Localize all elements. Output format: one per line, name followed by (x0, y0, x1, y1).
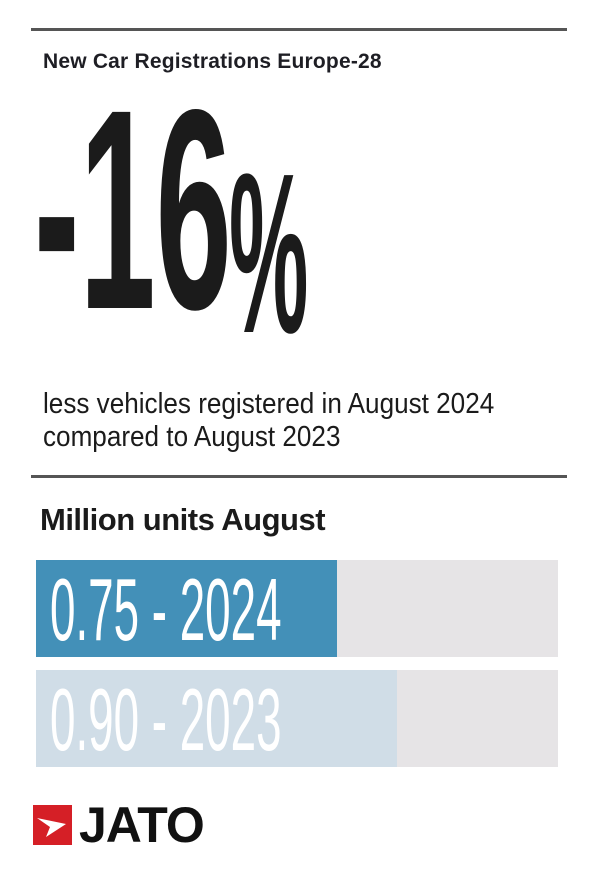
chart-title: Million units August (40, 502, 326, 537)
top-divider (31, 28, 567, 31)
bar-track-2024: 0.75 - 2024 (36, 560, 558, 657)
middle-divider (31, 475, 567, 478)
jato-logo: JATO (33, 797, 205, 853)
bar-track-2023: 0.90 - 2023 (36, 670, 558, 767)
headline-value: -16 (34, 51, 232, 369)
bar-2023 (36, 670, 398, 767)
logo-text: JATO (79, 797, 205, 853)
bar-2024 (36, 560, 338, 657)
bar-label-2024: 0.75 - 2024 (50, 560, 282, 659)
description-line-1: less vehicles registered in August 2024 (43, 388, 495, 420)
page-title: New Car Registrations Europe-28 (43, 50, 382, 73)
logo-arrow-icon (33, 805, 72, 845)
headline-unit: % (229, 126, 309, 382)
bar-label-2023: 0.90 - 2023 (50, 670, 282, 769)
description-line-2: compared to August 2023 (43, 421, 341, 453)
